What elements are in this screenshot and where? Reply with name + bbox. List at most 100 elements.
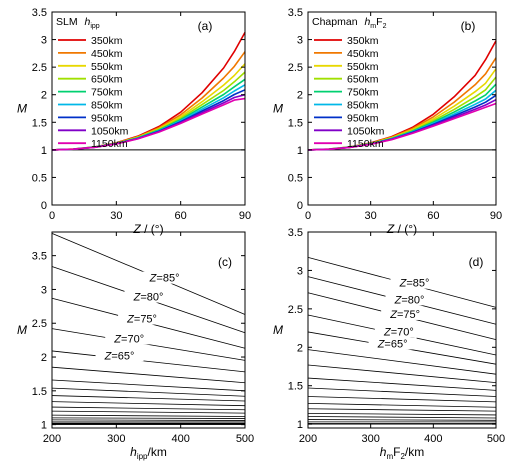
legend-entry: 350km: [91, 35, 123, 47]
panel-label: (a): [198, 19, 213, 33]
y-tick-label: 3: [297, 265, 303, 277]
curve-label-value: =80°: [140, 292, 163, 304]
iso-line: [307, 349, 497, 375]
legend-entry: 650km: [347, 74, 379, 86]
curve-label-value: =85°: [406, 278, 429, 290]
iso-line: [51, 406, 246, 411]
x-tick-label: 400: [424, 433, 442, 445]
curve-label-value: =70°: [121, 333, 144, 345]
curve-label-z: Z: [377, 338, 386, 350]
panel-a: 0 30 60 90 0 0.5 1 1.5 2 2.5 3 3.5 M Z / (°) (a) SLM hi…: [17, 7, 251, 236]
y-tick-label: 1: [297, 145, 303, 157]
x-tick-label: 90: [239, 210, 251, 222]
y-axis-label: M: [17, 323, 27, 337]
y-tick-label: 0.5: [32, 172, 47, 184]
legend-title-model: Chapman: [312, 16, 358, 28]
y-tick-label: 1.5: [288, 381, 303, 393]
x-axis-label: hipp/km: [130, 445, 167, 461]
curve-label-value: =65°: [384, 338, 407, 350]
y-tick-label: 1: [41, 420, 47, 432]
y-tick-label: 2.5: [32, 62, 47, 74]
panel-d: Z=85°Z=80°Z=75°Z=70°Z=65°200 300 400 50011.…: [273, 227, 505, 461]
curve-label-z: Z: [149, 273, 158, 285]
legend-entry: 1050km: [347, 125, 385, 137]
x-tick-label: 300: [107, 433, 125, 445]
x-axis-label-sub: m: [386, 452, 393, 461]
y-tick-label: 3.5: [288, 227, 303, 239]
curve-label: Z=80°: [394, 294, 425, 306]
panel-b: 0 30 60 90 0 0.5 1 1.5 2 2.5 3 3.5 M Z / (°) (b) Chapma…: [273, 7, 502, 236]
y-tick-label: 3.5: [32, 7, 47, 19]
legend-entry: 750km: [347, 87, 379, 99]
legend-entry: 450km: [347, 48, 379, 60]
curve-label-value: =70°: [391, 326, 414, 338]
legend-entry: 1150km: [91, 138, 128, 150]
curve-label-bg: [140, 271, 189, 284]
curve-label-z: Z: [394, 294, 403, 306]
legend-entry: 850km: [347, 100, 379, 112]
series-line-650km: [51, 71, 246, 151]
curve-label-bg: [385, 293, 434, 306]
legend: SLM hipp 350km450km550km650km750km850km95…: [56, 16, 129, 150]
iso-line: [51, 414, 246, 417]
iso-line: [307, 416, 497, 419]
curve-label-z: Z: [389, 309, 398, 321]
iso-line: [51, 401, 246, 407]
curve-label-z: Z: [113, 333, 122, 345]
legend-entry: 950km: [347, 112, 379, 124]
legend-entry: 1150km: [347, 138, 384, 150]
iso-line: [307, 396, 497, 403]
y-tick-label: 2: [297, 342, 303, 354]
iso-line: [307, 419, 497, 421]
x-axis-label-var: h: [380, 445, 387, 459]
x-axis-label-tail: F: [393, 445, 400, 459]
plot-frame: [307, 11, 497, 206]
curve-label-bg: [381, 307, 430, 320]
x-tick-label: 500: [236, 433, 254, 445]
y-tick-label: 3: [297, 35, 303, 47]
iso-line: [51, 387, 246, 397]
iso-line: [307, 412, 497, 416]
x-axis-label: Z / (°): [386, 222, 417, 236]
iso-line: [51, 417, 246, 419]
y-tick-label: 2: [297, 90, 303, 102]
legend-entry: 650km: [91, 74, 123, 86]
legend-entry: 550km: [347, 61, 379, 73]
legend-entry: 1050km: [91, 125, 129, 137]
legend-title: Chapman hmF2: [312, 16, 387, 30]
series-line-950km: [307, 94, 497, 151]
legend-entry: 850km: [91, 100, 123, 112]
x-axis-label-var: Z: [386, 222, 395, 236]
x-tick-label: 30: [365, 210, 377, 222]
legend-entry: 950km: [91, 112, 123, 124]
y-axis-label: M: [273, 102, 283, 116]
iso-line: [51, 366, 246, 384]
curve-label: Z=65°: [104, 350, 135, 362]
y-tick-label: 0: [41, 200, 47, 212]
x-axis-label-unit: /km: [405, 445, 424, 459]
y-tick-label: 2.5: [32, 318, 47, 330]
legend-entry: 350km: [347, 35, 379, 47]
x-tick-label: 200: [43, 433, 61, 445]
curve-label: Z=75°: [126, 314, 157, 326]
curve-label-bg: [124, 290, 173, 303]
legend-space: [358, 16, 361, 28]
curve-label-bg: [118, 312, 167, 325]
x-tick-label: 500: [487, 433, 505, 445]
plot-frame: [51, 231, 246, 429]
curve-label-value: =65°: [111, 350, 134, 362]
curve-label: Z=85°: [399, 278, 430, 290]
legend-heading-sub: ipp: [90, 23, 99, 30]
series-line-1150km: [51, 97, 246, 151]
curve-label: Z=70°: [383, 326, 414, 338]
curve-label-bg: [95, 349, 144, 362]
x-axis-label: Z / (°): [132, 222, 163, 236]
legend: Chapman hmF2 350km450km550km650km750km850…: [312, 16, 387, 150]
x-axis-label-var: Z: [132, 222, 141, 236]
y-tick-label: 0.5: [288, 172, 303, 184]
legend-heading-sub: m: [370, 23, 376, 30]
plot-frame: [51, 11, 246, 206]
y-tick-label: 1: [41, 145, 47, 157]
curve-label-value: =80°: [401, 294, 424, 306]
